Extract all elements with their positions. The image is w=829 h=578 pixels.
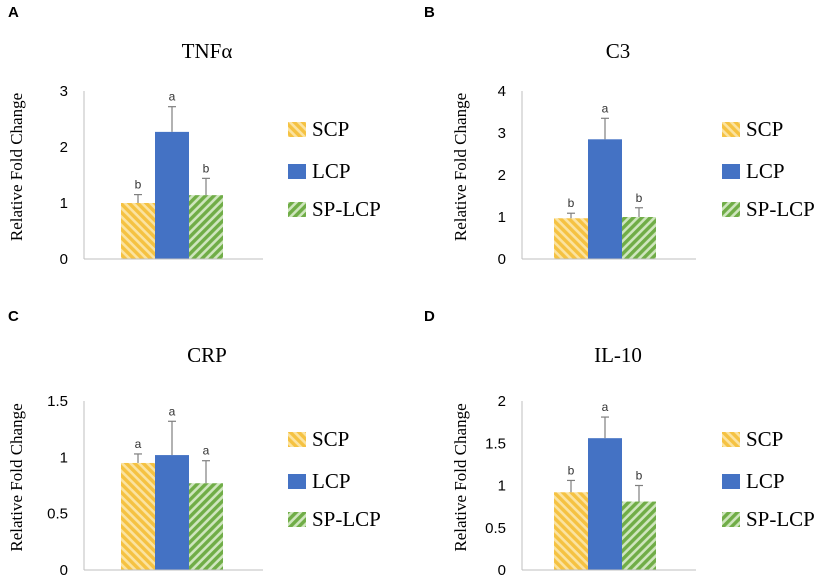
y-axis-label: Relative Fold Change	[451, 403, 470, 551]
legend-label-scp: SCP	[746, 427, 783, 451]
bar-sp-lcp	[189, 483, 223, 570]
significance-letter: a	[602, 400, 609, 414]
bar-lcp	[588, 139, 622, 259]
y-tick-label: 4	[498, 83, 506, 100]
y-tick-label: 1	[60, 195, 68, 212]
y-tick-label: 0	[498, 251, 506, 268]
chart-panel-d: D Relative Fold Change IL-10 0 0.5 1 1.5 2 b a b SC…	[424, 308, 815, 578]
bar-lcp	[155, 455, 189, 570]
chart-panel-c: C Relative Fold Change CRP 0 0.5 1 1.5 a a a SCP LC…	[7, 308, 381, 578]
legend-swatch-lcp	[288, 474, 306, 489]
chart-title: CRP	[187, 343, 227, 367]
legend-swatch-sp-lcp	[288, 512, 306, 527]
chart-panel-a: A Relative Fold Change TNFα 0 1 2 3 b a b SCP LCP SP…	[7, 4, 381, 268]
bar-sp-lcp	[622, 217, 656, 259]
significance-letter: b	[568, 463, 575, 477]
legend-swatch-scp	[722, 122, 740, 137]
legend-swatch-lcp	[288, 164, 306, 179]
legend-swatch-sp-lcp	[288, 202, 306, 217]
legend-label-scp: SCP	[746, 117, 783, 141]
significance-letter: a	[135, 437, 142, 451]
chart-title: C3	[606, 39, 631, 63]
legend-swatch-lcp	[722, 474, 740, 489]
legend-swatch-scp	[722, 432, 740, 447]
y-tick-label: 0	[60, 251, 68, 268]
legend-swatch-scp	[288, 122, 306, 137]
legend-swatch-lcp	[722, 164, 740, 179]
chart-title: IL-10	[594, 343, 642, 367]
bar-scp	[554, 218, 588, 259]
bar-scp	[121, 462, 155, 570]
legend-swatch-sp-lcp	[722, 512, 740, 527]
significance-letter: b	[135, 178, 142, 192]
legend-label-lcp: LCP	[312, 159, 351, 183]
panel-letter: C	[8, 308, 19, 325]
significance-letter: b	[568, 196, 575, 210]
legend-label-sp-lcp: SP-LCP	[746, 507, 815, 531]
legend-label-scp: SCP	[312, 117, 349, 141]
significance-letter: b	[636, 191, 643, 205]
significance-letter: a	[602, 101, 609, 115]
y-tick-label: 0.5	[47, 506, 68, 523]
legend-label-lcp: LCP	[312, 469, 351, 493]
legend-label-lcp: LCP	[746, 469, 785, 493]
significance-letter: a	[203, 444, 210, 458]
bar-sp-lcp	[622, 501, 656, 570]
bar-scp	[554, 492, 588, 570]
y-tick-label: 0.5	[485, 520, 506, 537]
y-tick-label: 3	[498, 125, 506, 142]
y-tick-label: 1.5	[47, 393, 68, 410]
y-tick-label: 3	[60, 83, 68, 100]
y-tick-label: 1.5	[485, 435, 506, 452]
y-tick-label: 1	[498, 478, 506, 495]
y-tick-label: 0	[60, 562, 68, 578]
significance-letter: a	[169, 404, 176, 418]
significance-letter: b	[636, 469, 643, 483]
y-axis-label: Relative Fold Change	[7, 93, 26, 241]
y-tick-label: 1	[60, 449, 68, 466]
y-tick-label: 2	[498, 167, 506, 184]
legend-swatch-sp-lcp	[722, 202, 740, 217]
chart-panel-b: B Relative Fold Change C3 0 1 2 3 4 b a b SCP LCP SP-…	[424, 4, 815, 268]
y-tick-label: 2	[60, 139, 68, 156]
panel-letter: B	[424, 4, 435, 21]
legend-swatch-scp	[288, 432, 306, 447]
bar-scp	[121, 203, 155, 259]
legend-label-sp-lcp: SP-LCP	[312, 197, 381, 221]
y-tick-label: 2	[498, 393, 506, 410]
y-axis-label: Relative Fold Change	[7, 403, 26, 551]
legend-label-sp-lcp: SP-LCP	[746, 197, 815, 221]
y-tick-label: 0	[498, 562, 506, 578]
panel-letter: A	[8, 4, 19, 21]
legend-label-lcp: LCP	[746, 159, 785, 183]
significance-letter: b	[203, 161, 210, 175]
panel-letter: D	[424, 308, 435, 325]
legend-label-scp: SCP	[312, 427, 349, 451]
bar-lcp	[155, 131, 189, 259]
y-tick-label: 1	[498, 209, 506, 226]
bar-lcp	[588, 438, 622, 570]
chart-title: TNFα	[182, 39, 233, 63]
legend-label-sp-lcp: SP-LCP	[312, 507, 381, 531]
y-axis-label: Relative Fold Change	[451, 93, 470, 241]
bar-sp-lcp	[189, 195, 223, 259]
significance-letter: a	[169, 90, 176, 104]
